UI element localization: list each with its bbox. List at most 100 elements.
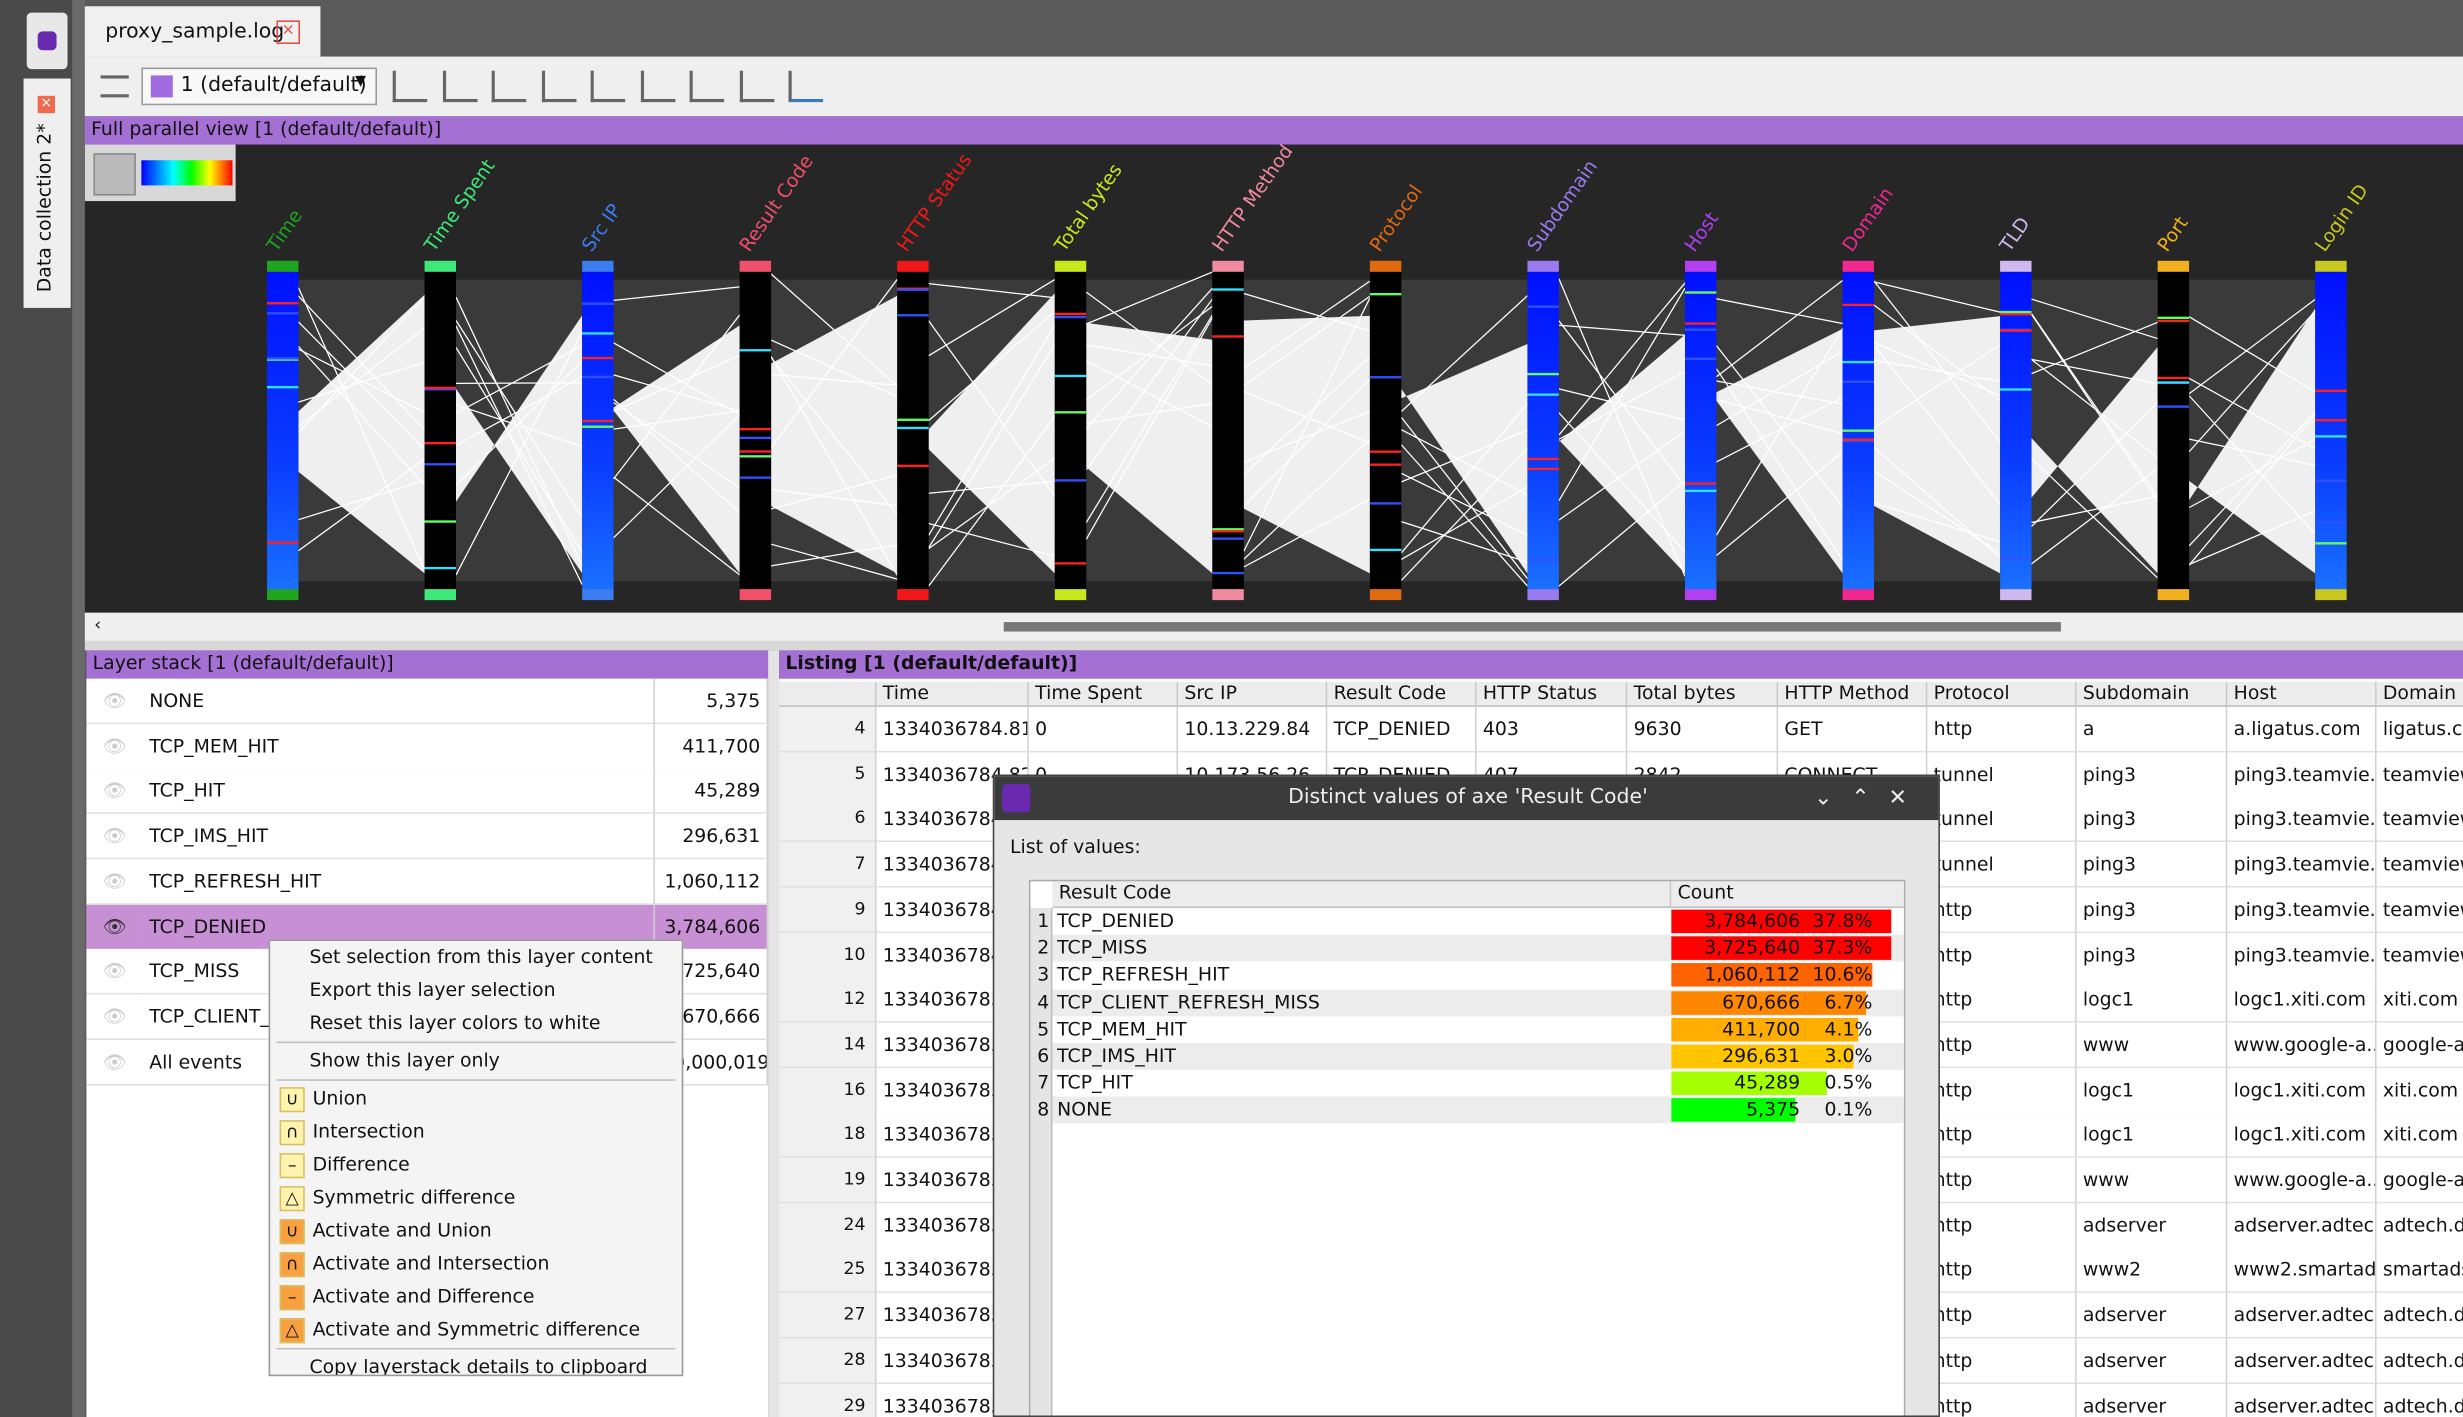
menu-item[interactable]: Show this layer only xyxy=(270,1045,682,1078)
count-bar xyxy=(1671,1044,1855,1069)
axis-band xyxy=(1369,502,1402,505)
layer-name[interactable]: TCP_MEM_HIT xyxy=(142,723,656,770)
axis-band xyxy=(1842,438,1874,441)
h-scrollbar[interactable]: ‹ xyxy=(84,612,2463,641)
close-icon[interactable]: × xyxy=(37,95,55,114)
menu-item[interactable]: ∪ Activate and Union xyxy=(270,1214,682,1247)
view-selector[interactable]: 1 (default/default) ▼ xyxy=(141,67,377,106)
axis-band xyxy=(1054,479,1087,482)
row-number: 16 xyxy=(779,1067,877,1114)
cell: teamview xyxy=(2376,797,2463,843)
cell: ping3 xyxy=(2076,842,2228,888)
menu-item[interactable]: Export this layer selection xyxy=(270,974,682,1007)
menu-item[interactable]: △ Symmetric difference xyxy=(270,1181,682,1214)
tool-button[interactable] xyxy=(590,70,626,103)
axis-band xyxy=(2000,557,2032,560)
window-buttons[interactable]: ⌄⌃✕ xyxy=(1813,785,1926,811)
tool-button[interactable] xyxy=(541,70,576,103)
file-tab[interactable]: proxy_sample.log × xyxy=(84,6,321,57)
layer-name[interactable]: TCP_REFRESH_HIT xyxy=(142,859,656,905)
axis-body xyxy=(897,271,929,590)
column-header[interactable]: Total bytes xyxy=(1627,681,1779,707)
column-header[interactable]: Time xyxy=(876,681,1029,707)
column-header[interactable]: Src IP xyxy=(1178,681,1328,707)
color-button[interactable] xyxy=(93,153,136,196)
column-header[interactable]: Time Spent xyxy=(1028,681,1179,707)
cell: www.google-a... xyxy=(2227,1157,2377,1204)
cell: http xyxy=(1927,1247,2077,1294)
cell: adtech.de xyxy=(2376,1383,2463,1417)
poly-line xyxy=(298,321,426,451)
tool-button[interactable] xyxy=(442,70,477,103)
column-header[interactable]: Result Code xyxy=(1327,681,1477,707)
poly-line xyxy=(1716,350,1843,427)
app-icon[interactable] xyxy=(26,12,68,70)
poly-line xyxy=(1085,359,1213,428)
eye-icon[interactable]: 👁 xyxy=(86,859,143,905)
axis-band xyxy=(2157,381,2190,384)
column-header[interactable]: HTTP Method xyxy=(1778,681,1928,707)
menu-item[interactable]: ∩ Intersection xyxy=(270,1115,682,1148)
menu-item[interactable]: – Difference xyxy=(270,1148,682,1181)
poly-line xyxy=(928,480,1055,494)
cell: 1334036784.822 xyxy=(876,752,1029,798)
poly-line xyxy=(297,295,426,431)
poly-line xyxy=(770,474,898,510)
menu-item[interactable]: Reset this layer colors to white xyxy=(270,1007,682,1040)
cell: adtech.de xyxy=(2376,1293,2463,1339)
menu-item[interactable]: ∪ Union xyxy=(270,1082,682,1115)
eye-icon[interactable]: 👁 xyxy=(86,723,143,770)
layer-name[interactable]: NONE xyxy=(142,678,656,725)
poly-line xyxy=(2188,414,2316,566)
layer-name[interactable]: TCP_HIT xyxy=(142,768,656,815)
column-header[interactable]: Subdomain xyxy=(2076,681,2228,707)
eye-icon[interactable]: 👁 xyxy=(86,768,143,815)
eye-icon[interactable]: 👁 xyxy=(86,678,143,725)
menu-item[interactable]: △ Activate and Symmetric difference xyxy=(270,1313,682,1346)
poly-line xyxy=(1243,292,1371,332)
poly-line xyxy=(1558,282,1686,436)
tool-button[interactable] xyxy=(640,70,675,103)
tool-button[interactable] xyxy=(491,70,527,103)
tool-button[interactable] xyxy=(689,70,725,103)
axis-band xyxy=(1842,380,1874,383)
menu-item[interactable]: ∩ Activate and Intersection xyxy=(270,1247,682,1280)
axis-band xyxy=(2315,389,2347,393)
menu-item[interactable]: – Activate and Difference xyxy=(270,1280,682,1313)
poly-line xyxy=(770,279,898,449)
poly-line xyxy=(1400,444,1528,587)
menu-item[interactable]: Set selection from this layer content xyxy=(270,941,682,974)
tool-button[interactable] xyxy=(739,70,774,103)
poly-line xyxy=(1873,280,2001,443)
column-header[interactable]: Host xyxy=(2227,681,2377,707)
menu-item[interactable]: Copy layerstack details to clipboard xyxy=(270,1351,682,1375)
poly-line xyxy=(1716,398,1843,435)
column-header[interactable]: Count xyxy=(1671,881,1904,909)
column-header[interactable]: Domain xyxy=(2376,681,2463,707)
row-number: 4 xyxy=(779,706,877,753)
cell: adtech.de xyxy=(2376,1338,2463,1384)
cell: a xyxy=(2076,706,2228,753)
eye-icon[interactable]: 👁 xyxy=(86,994,143,1040)
fan xyxy=(1243,315,1370,574)
eye-icon[interactable]: 👁 xyxy=(86,949,143,995)
tool-button[interactable] xyxy=(392,70,428,103)
side-tab[interactable]: × Data collection 2* xyxy=(23,78,71,308)
poly-line xyxy=(1716,451,1843,557)
column-header[interactable]: Result Code xyxy=(1052,881,1672,909)
axis-cap xyxy=(1684,260,1717,272)
eye-icon[interactable]: 👁 xyxy=(86,1039,143,1085)
poly-line xyxy=(298,348,425,413)
axis-band xyxy=(2157,319,2190,323)
column-header[interactable]: Protocol xyxy=(1927,681,2077,707)
cell: teamview xyxy=(2376,842,2463,888)
fan xyxy=(1873,316,2001,574)
count-label: 296,631 xyxy=(1722,1044,1801,1067)
list-button[interactable] xyxy=(100,75,129,98)
tool-button[interactable] xyxy=(788,70,824,103)
eye-icon[interactable]: 👁 xyxy=(86,904,143,950)
column-header[interactable]: HTTP Status xyxy=(1476,681,1628,707)
eye-icon[interactable]: 👁 xyxy=(86,813,143,860)
layer-name[interactable]: TCP_IMS_HIT xyxy=(142,813,656,860)
axis-cap xyxy=(1054,260,1087,272)
